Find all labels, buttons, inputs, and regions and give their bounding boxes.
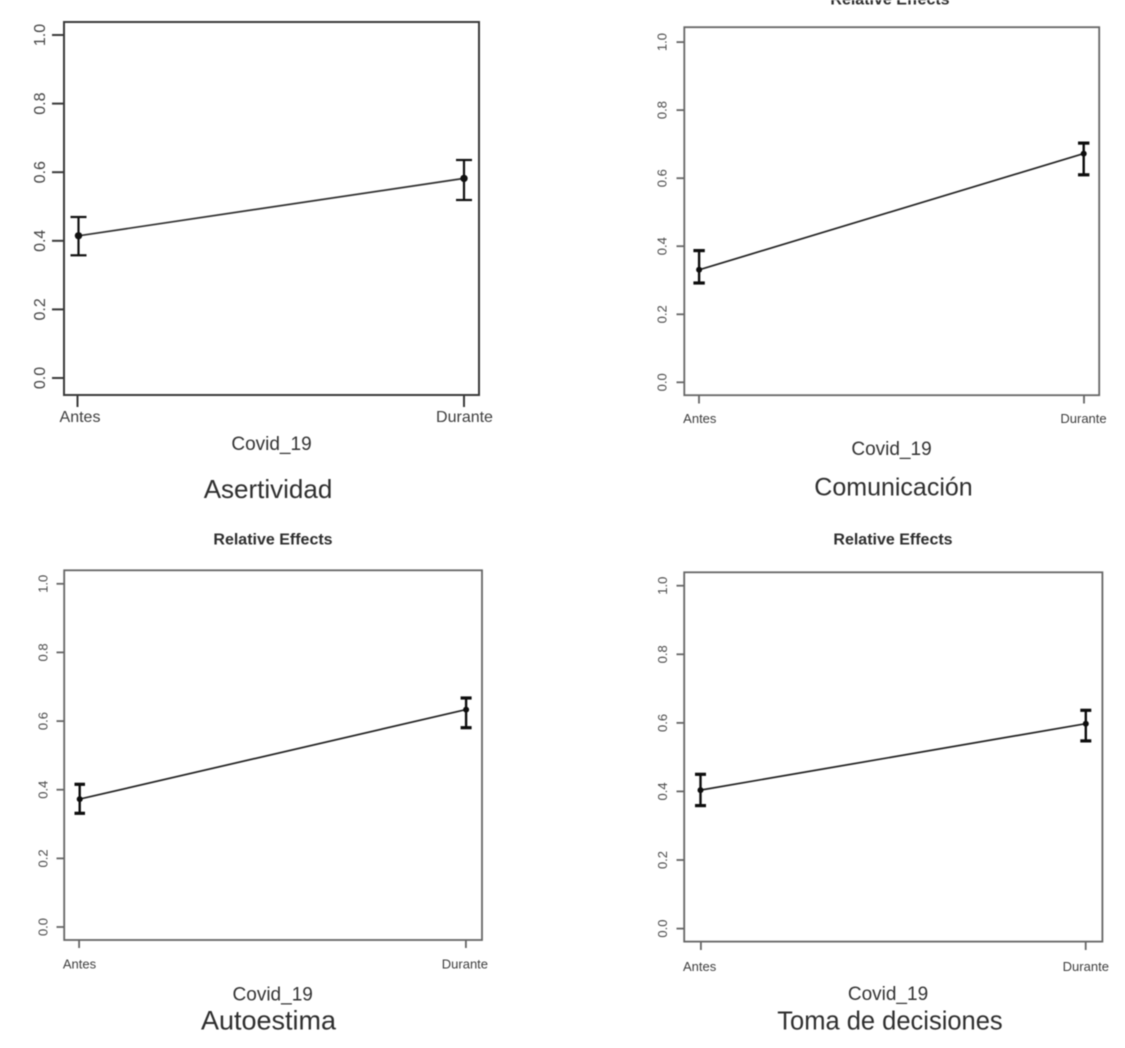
svg-text:Covid_19: Covid_19 (851, 439, 931, 460)
svg-text:0.0: 0.0 (655, 373, 670, 391)
svg-text:Comunicación: Comunicación (814, 474, 972, 502)
svg-text:Autoestima: Autoestima (201, 1006, 337, 1036)
svg-text:1.0: 1.0 (655, 33, 670, 51)
svg-text:1.0: 1.0 (32, 24, 49, 46)
svg-text:0.6: 0.6 (655, 714, 670, 732)
svg-text:0.6: 0.6 (655, 169, 670, 187)
svg-text:Covid_19: Covid_19 (231, 434, 311, 455)
svg-text:Durante: Durante (442, 957, 488, 972)
svg-text:Toma de decisiones: Toma de decisiones (777, 1008, 1002, 1036)
svg-text:Relative Effects: Relative Effects (830, 0, 949, 9)
svg-text:Asertividad: Asertividad (204, 474, 333, 504)
svg-text:Antes: Antes (683, 411, 717, 426)
svg-text:Durante: Durante (1060, 411, 1106, 426)
svg-text:0.2: 0.2 (655, 305, 670, 323)
svg-text:Covid_19: Covid_19 (233, 984, 313, 1005)
svg-text:0.2: 0.2 (36, 849, 51, 867)
svg-text:0.8: 0.8 (655, 101, 670, 119)
svg-text:0.8: 0.8 (32, 92, 49, 114)
svg-text:0.2: 0.2 (655, 851, 670, 869)
svg-text:Antes: Antes (63, 957, 97, 972)
svg-text:Durante: Durante (436, 409, 493, 426)
svg-text:0.0: 0.0 (36, 918, 51, 936)
svg-text:Relative Effects: Relative Effects (833, 531, 952, 548)
svg-text:0.4: 0.4 (655, 237, 670, 255)
svg-text:0.6: 0.6 (36, 712, 51, 730)
svg-text:Antes: Antes (683, 959, 717, 974)
svg-text:0.8: 0.8 (36, 643, 51, 661)
svg-text:0.4: 0.4 (36, 781, 51, 799)
svg-text:Relative Effects: Relative Effects (213, 532, 332, 549)
svg-text:0.0: 0.0 (655, 920, 670, 938)
svg-text:Durante: Durante (1063, 959, 1109, 974)
svg-text:0.6: 0.6 (32, 161, 49, 183)
svg-text:0.4: 0.4 (655, 782, 670, 800)
svg-text:0.8: 0.8 (655, 645, 670, 663)
svg-text:0.4: 0.4 (32, 230, 49, 252)
svg-text:1.0: 1.0 (36, 575, 51, 593)
svg-text:Antes: Antes (60, 409, 101, 426)
svg-text:Covid_19: Covid_19 (848, 984, 928, 1005)
svg-text:0.0: 0.0 (32, 367, 49, 389)
svg-text:0.2: 0.2 (32, 298, 49, 320)
svg-text:1.0: 1.0 (655, 577, 670, 595)
